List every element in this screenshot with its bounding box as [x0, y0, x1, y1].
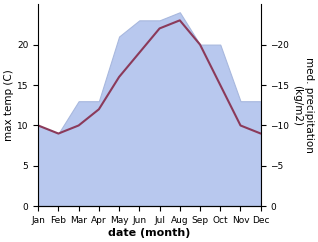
X-axis label: date (month): date (month) — [108, 228, 190, 238]
Y-axis label: med. precipitation
(kg/m2): med. precipitation (kg/m2) — [292, 57, 314, 153]
Y-axis label: max temp (C): max temp (C) — [4, 69, 14, 141]
